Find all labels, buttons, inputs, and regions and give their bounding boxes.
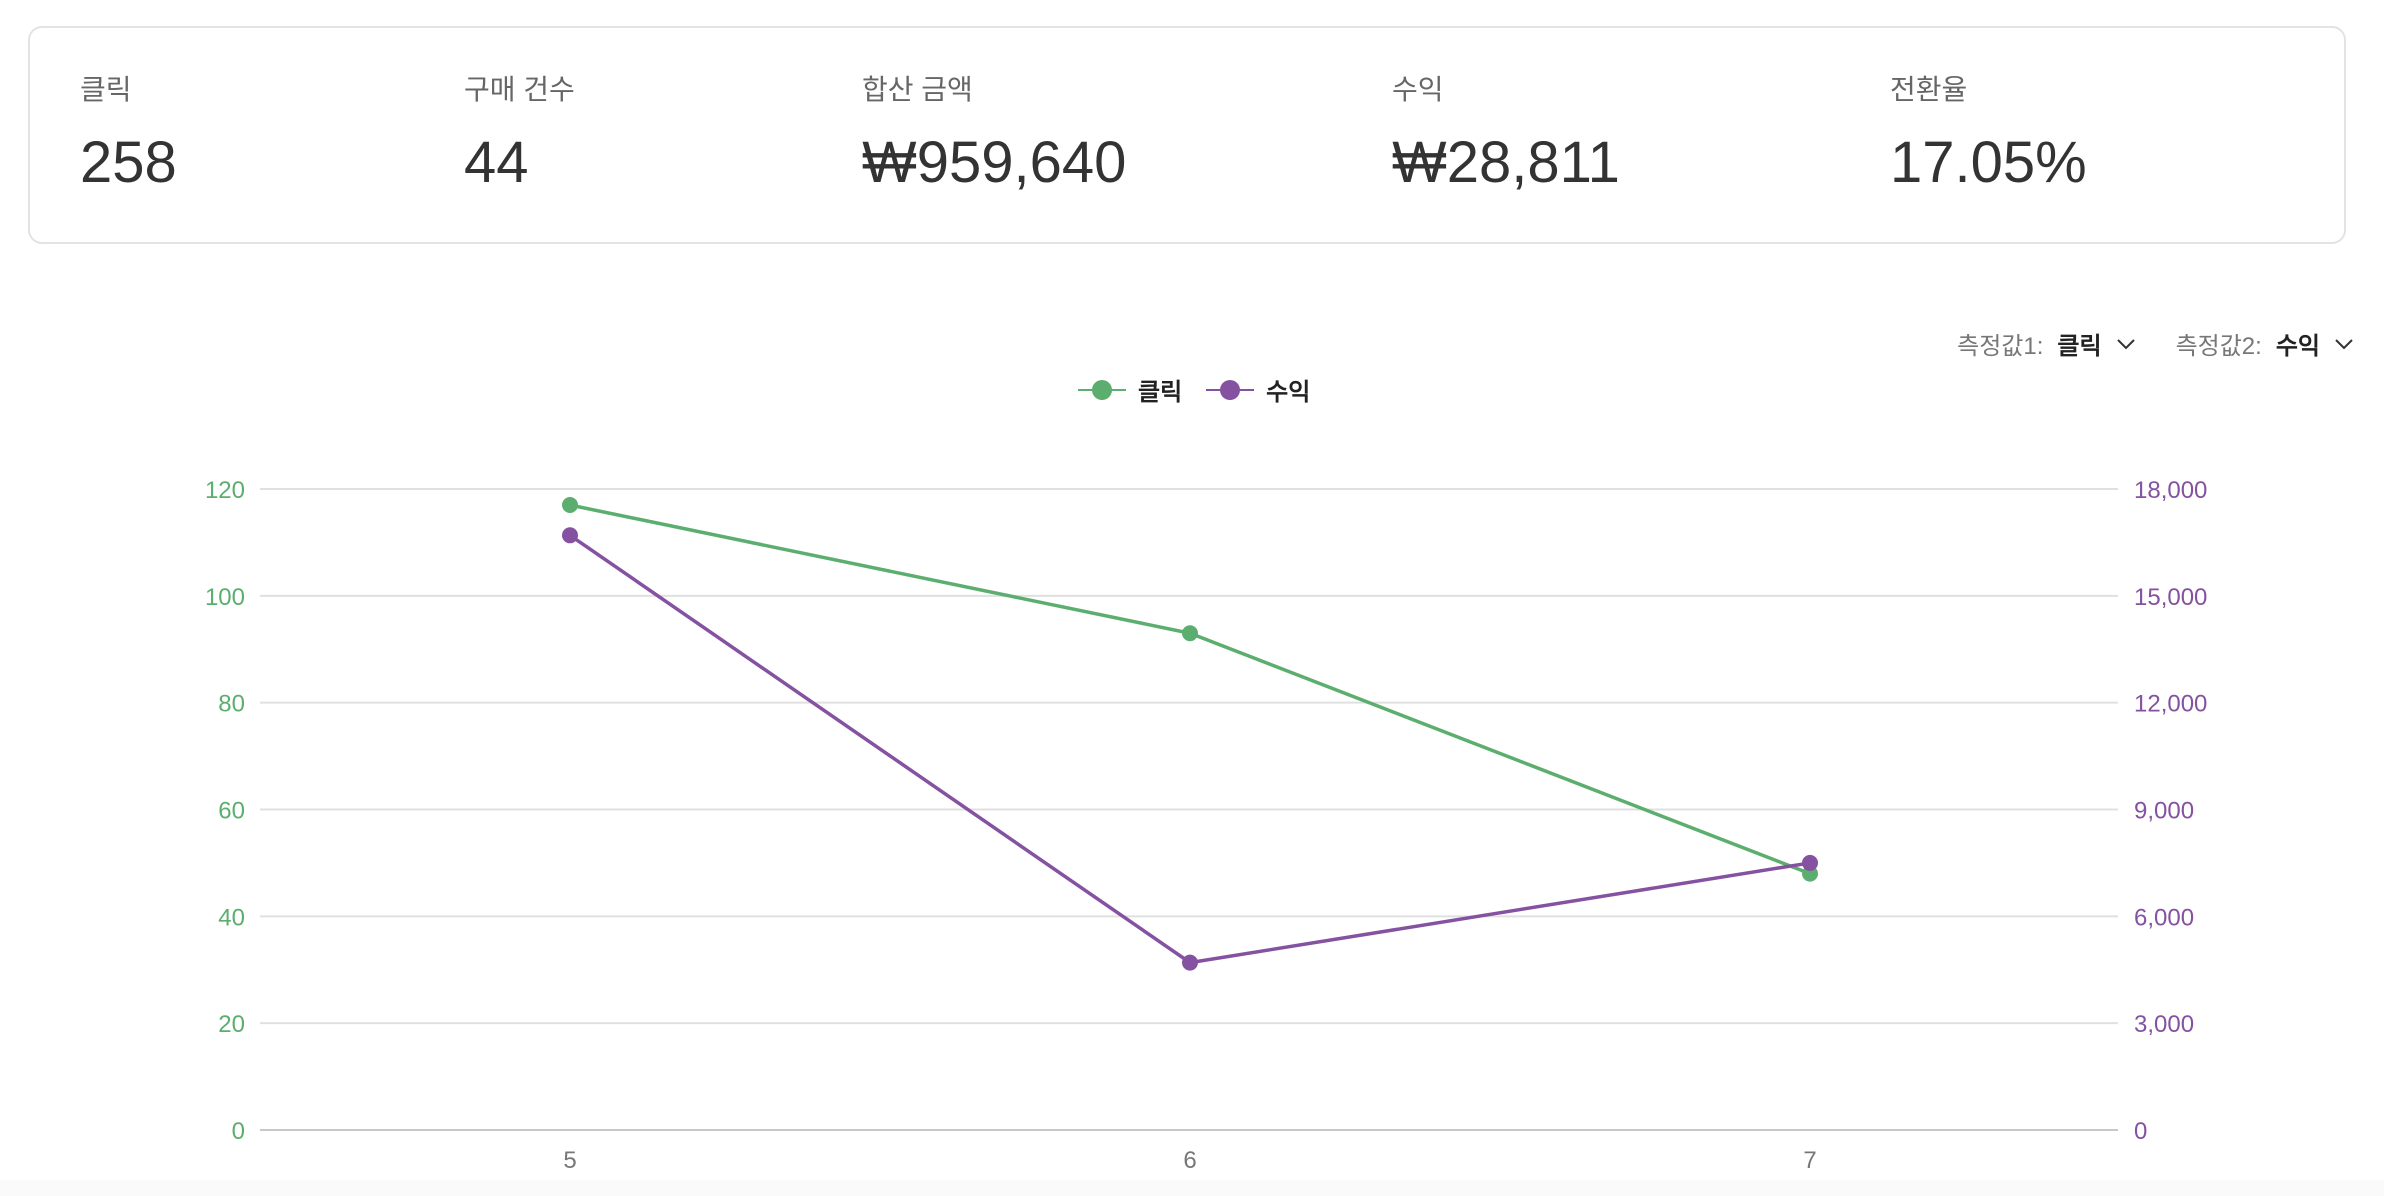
- metric-label: 수익: [1392, 74, 1444, 105]
- metric-value: ₩28,811: [1392, 130, 1620, 195]
- metric-label: 클릭: [80, 74, 132, 105]
- bottom-strip: [0, 1180, 2384, 1196]
- metric-label: 전환율: [1890, 74, 1968, 105]
- metric-value: ₩959,640: [862, 130, 1127, 195]
- metric-label: 합산 금액: [862, 74, 973, 105]
- data-point-revenue: [562, 527, 578, 544]
- y-left-tick-label: 60: [218, 798, 245, 825]
- x-tick-label: 7: [1803, 1147, 1816, 1174]
- y-right-tick-label: 9,000: [2134, 798, 2194, 825]
- metric-label: 구매 건수: [464, 74, 575, 105]
- legend-marker-clicks: [1078, 379, 1126, 400]
- measure2-dropdown[interactable]: 측정값2: 수익: [2176, 326, 2354, 361]
- chevron-down-icon: [2116, 337, 2136, 351]
- measure1-label: 측정값1:: [1957, 333, 2044, 360]
- y-right-tick-label: 18,000: [2134, 477, 2207, 504]
- y-right-tick-label: 6,000: [2134, 904, 2194, 931]
- metric-purchases: 구매 건수 44: [464, 72, 575, 198]
- data-point-revenue: [1802, 854, 1818, 871]
- legend-item-revenue[interactable]: 수익: [1204, 372, 1310, 407]
- legend-item-clicks[interactable]: 클릭: [1076, 372, 1182, 407]
- y-left-tick-label: 80: [218, 691, 245, 718]
- measure2-label: 측정값2:: [2175, 333, 2262, 360]
- metric-conversion-rate: 전환율 17.05%: [1890, 72, 2087, 198]
- y-right-tick-label: 12,000: [2134, 691, 2207, 718]
- chevron-down-icon: [2334, 337, 2354, 351]
- y-left-tick-label: 100: [205, 584, 245, 611]
- metric-total-amount: 합산 금액 ₩959,640: [862, 72, 1126, 198]
- y-right-tick-label: 0: [2134, 1118, 2147, 1145]
- y-left-tick-label: 0: [232, 1118, 245, 1145]
- metric-value: 258: [80, 130, 177, 195]
- chart-legend: 클릭 수익: [1076, 372, 1310, 407]
- x-tick-label: 5: [563, 1147, 576, 1174]
- metric-value: 44: [464, 130, 529, 195]
- series-line-clicks: [569, 503, 1811, 876]
- y-left-tick-label: 120: [205, 477, 245, 504]
- legend-label-clicks: 클릭: [1138, 379, 1183, 406]
- measure1-value: 클릭: [2057, 333, 2102, 360]
- metric-value: 17.05%: [1890, 130, 2087, 195]
- measure-selectors: 측정값1: 클릭 측정값2: 수익: [1957, 326, 2354, 361]
- data-point-clicks: [562, 497, 578, 514]
- y-right-tick-label: 3,000: [2134, 1011, 2194, 1038]
- data-point-revenue: [1182, 954, 1198, 971]
- legend-label-revenue: 수익: [1266, 379, 1311, 406]
- metric-clicks: 클릭 258: [80, 72, 177, 198]
- measure2-value: 수익: [2275, 333, 2320, 360]
- summary-card: 클릭 258 구매 건수 44 합산 금액 ₩959,640 수익 ₩28,81…: [28, 26, 2346, 244]
- data-point-clicks: [1182, 625, 1198, 642]
- y-right-tick-label: 15,000: [2134, 584, 2207, 611]
- legend-marker-revenue: [1206, 379, 1255, 400]
- y-left-tick-label: 20: [218, 1011, 245, 1038]
- metric-revenue: 수익 ₩28,811: [1392, 72, 1620, 198]
- x-tick-label: 6: [1183, 1147, 1196, 1174]
- series-line-revenue: [569, 533, 1811, 965]
- y-left-tick-label: 40: [218, 904, 245, 931]
- measure1-dropdown[interactable]: 측정값1: 클릭: [1957, 326, 2135, 361]
